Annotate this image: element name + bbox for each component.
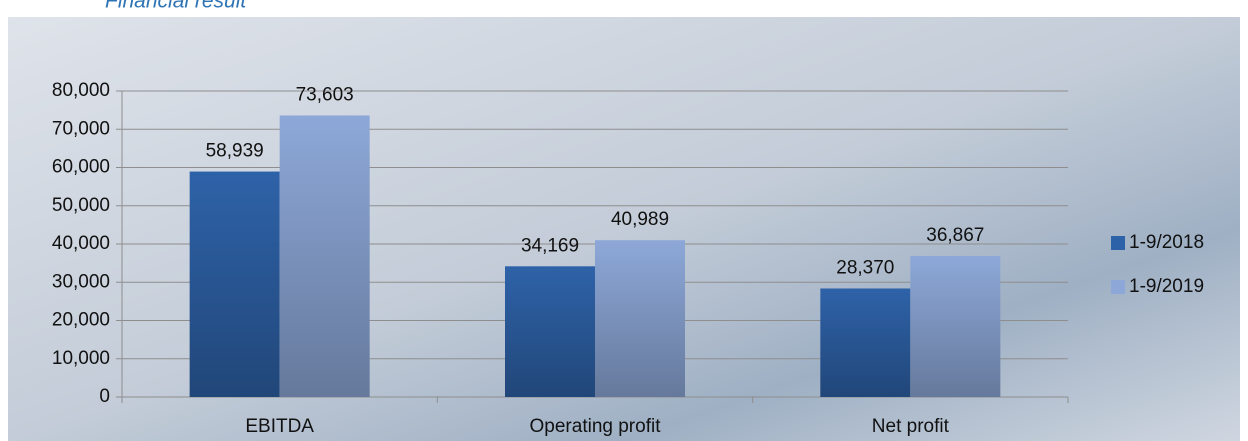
bar-shade [910,255,1001,397]
chart-title: Financial result [105,0,247,13]
x-tick-label: Net profit [872,416,950,437]
bar-shade [505,266,595,397]
bar-shade [820,288,911,397]
x-tick-label: EBITDA [245,416,314,437]
y-tick-label: 80,000 [52,80,110,101]
bar-shade [595,240,685,397]
y-tick-label: 10,000 [52,348,110,369]
y-tick-label: 20,000 [52,310,110,331]
value-label: 34,169 [521,235,579,256]
y-tick-label: 70,000 [52,118,110,139]
y-tick-label: 40,000 [52,233,110,254]
value-label: 40,989 [611,209,669,230]
legend-swatch [1111,280,1125,294]
y-tick-label: 50,000 [52,195,110,216]
bar-shade [189,171,280,397]
value-label: 73,603 [296,84,354,105]
value-label: 28,370 [836,258,894,279]
legend-label: 1-9/2018 [1129,232,1204,253]
value-label: 58,939 [206,141,264,162]
value-label: 36,867 [926,225,984,246]
y-tick-label: 60,000 [52,157,110,178]
y-tick-label: 0 [99,386,110,407]
bar-shade [279,115,370,397]
y-tick-label: 30,000 [52,271,110,292]
legend-swatch [1111,236,1125,250]
legend-label: 1-9/2019 [1129,276,1204,297]
x-tick-label: Operating profit [530,416,662,437]
